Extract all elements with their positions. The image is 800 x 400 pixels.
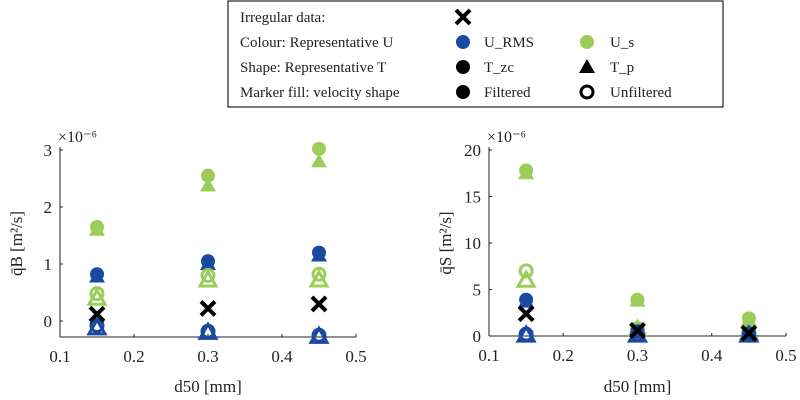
legend-circle-black-icon: [456, 60, 470, 74]
x-tick-label: 0.2: [123, 347, 144, 366]
data-point-U_RMS-triangle-unfiltered: [515, 324, 537, 343]
x-tick-label: 0.1: [49, 347, 70, 366]
data-point-irregular-x-filled: [629, 322, 646, 339]
data-point-U_RMS-triangle-unfiltered: [738, 324, 760, 343]
legend-row-label: Marker fill: velocity shape: [240, 85, 400, 101]
data-point-U_s-triangle-unfiltered: [197, 268, 219, 288]
legend-item-label: U_RMS: [484, 35, 534, 51]
y-tick-label: 1: [44, 255, 53, 274]
data-point-U_s-triangle-filled: [200, 177, 216, 192]
x-tick-label: 0.4: [271, 347, 293, 366]
y-tick-label: 3: [44, 141, 53, 160]
legend-circle-black-icon: [456, 85, 470, 99]
legend-item-label: Unfiltered: [610, 85, 672, 101]
legend-row-label: Colour: Representative U: [240, 35, 393, 51]
x-tick-label: 0.4: [701, 346, 723, 365]
data-point-irregular-x-filled: [517, 305, 535, 323]
data-point-irregular-x-filled: [88, 305, 106, 323]
plot-1: 0.1 0.2 0.3 0.4 0.5 0 1 2 3 ×10⁻⁶ d50 [mm] q̄B [m²/…: [7, 129, 367, 396]
x-tick-label: 0.2: [553, 346, 574, 365]
x-tick-label: 0.5: [345, 347, 366, 366]
legend-x-icon: [454, 8, 472, 26]
x-tick-label: 0.1: [478, 346, 499, 365]
data-point-U_s-triangle-filled: [629, 292, 646, 307]
data-point-U_s-circle-filled: [201, 168, 215, 183]
legend-item-label: T_zc: [484, 60, 514, 76]
legend: Irregular data: Colour: Representative U U…: [227, 0, 724, 108]
y-tick-label: 10: [464, 234, 481, 253]
data-point-U_s-triangle-filled: [740, 312, 757, 327]
data-point-U_RMS-triangle-unfiltered: [86, 316, 108, 336]
plot-2: 0.1 0.2 0.3 0.4 0.5 0 5 10 15 20 ×10⁻⁶ d50 [mm] q̄S …: [436, 129, 797, 396]
x-tick-label: 0.5: [775, 346, 796, 365]
data-point-U_RMS-triangle-filled: [200, 256, 216, 270]
data-point-U_s-triangle-unfiltered: [86, 287, 108, 306]
legend-circle-green-icon: [580, 35, 594, 49]
data-point-U_s-triangle-filled: [311, 153, 327, 168]
y-tick-label: 20: [464, 141, 481, 160]
legend-row-label: Irregular data:: [240, 10, 325, 26]
legend-item-label: U_s: [610, 35, 634, 51]
x-tick-label: 0.3: [627, 346, 648, 365]
data-point-U_RMS-triangle-unfiltered: [308, 325, 330, 344]
legend-open-circle-icon: [579, 84, 595, 100]
x-axis-label: d50 [mm]: [174, 377, 242, 396]
data-point-irregular-x-filled: [310, 295, 328, 313]
y-axis-label: q̄B [m²/s]: [7, 211, 26, 276]
y-tick-label: 0: [44, 312, 53, 331]
y-axis-label: q̄S [m²/s]: [436, 211, 455, 274]
data-point-U_s-circle-unfiltered: [311, 266, 327, 282]
y-tick-label: 15: [464, 188, 481, 207]
data-point-U_s-triangle-unfiltered: [308, 268, 330, 288]
data-point-irregular-x-filled: [199, 300, 217, 317]
legend-row-label: Shape: Representative T: [240, 60, 386, 76]
exponent-label: ×10⁻⁶: [58, 129, 97, 146]
legend-circle-blue-icon: [456, 35, 470, 49]
legend-item-label: T_p: [610, 60, 634, 76]
data-point-U_s-triangle-filled: [518, 165, 535, 180]
exponent-label: ×10⁻⁶: [487, 129, 526, 146]
y-tick-label: 0: [473, 327, 482, 346]
data-point-U_RMS-triangle-filled: [311, 247, 327, 262]
legend-box: [227, 0, 724, 108]
data-point-U_RMS-triangle-filled: [89, 268, 105, 283]
data-point-irregular-x-filled: [740, 324, 758, 342]
data-point-U_s-triangle-unfiltered: [515, 269, 537, 288]
legend-item-label: Filtered: [484, 85, 531, 101]
data-point-U_s-circle-filled: [312, 141, 326, 156]
x-tick-label: 0.3: [197, 347, 218, 366]
data-point-U_RMS-triangle-filled: [518, 293, 535, 308]
data-point-U_RMS-triangle-unfiltered: [197, 321, 219, 340]
x-axis-label: d50 [mm]: [604, 377, 672, 396]
y-tick-label: 2: [44, 198, 53, 217]
legend-triangle-black-icon: [579, 59, 595, 73]
data-point-U_s-circle-unfiltered: [518, 263, 534, 279]
data-point-U_s-triangle-filled: [89, 221, 105, 236]
y-tick-label: 5: [473, 281, 482, 300]
